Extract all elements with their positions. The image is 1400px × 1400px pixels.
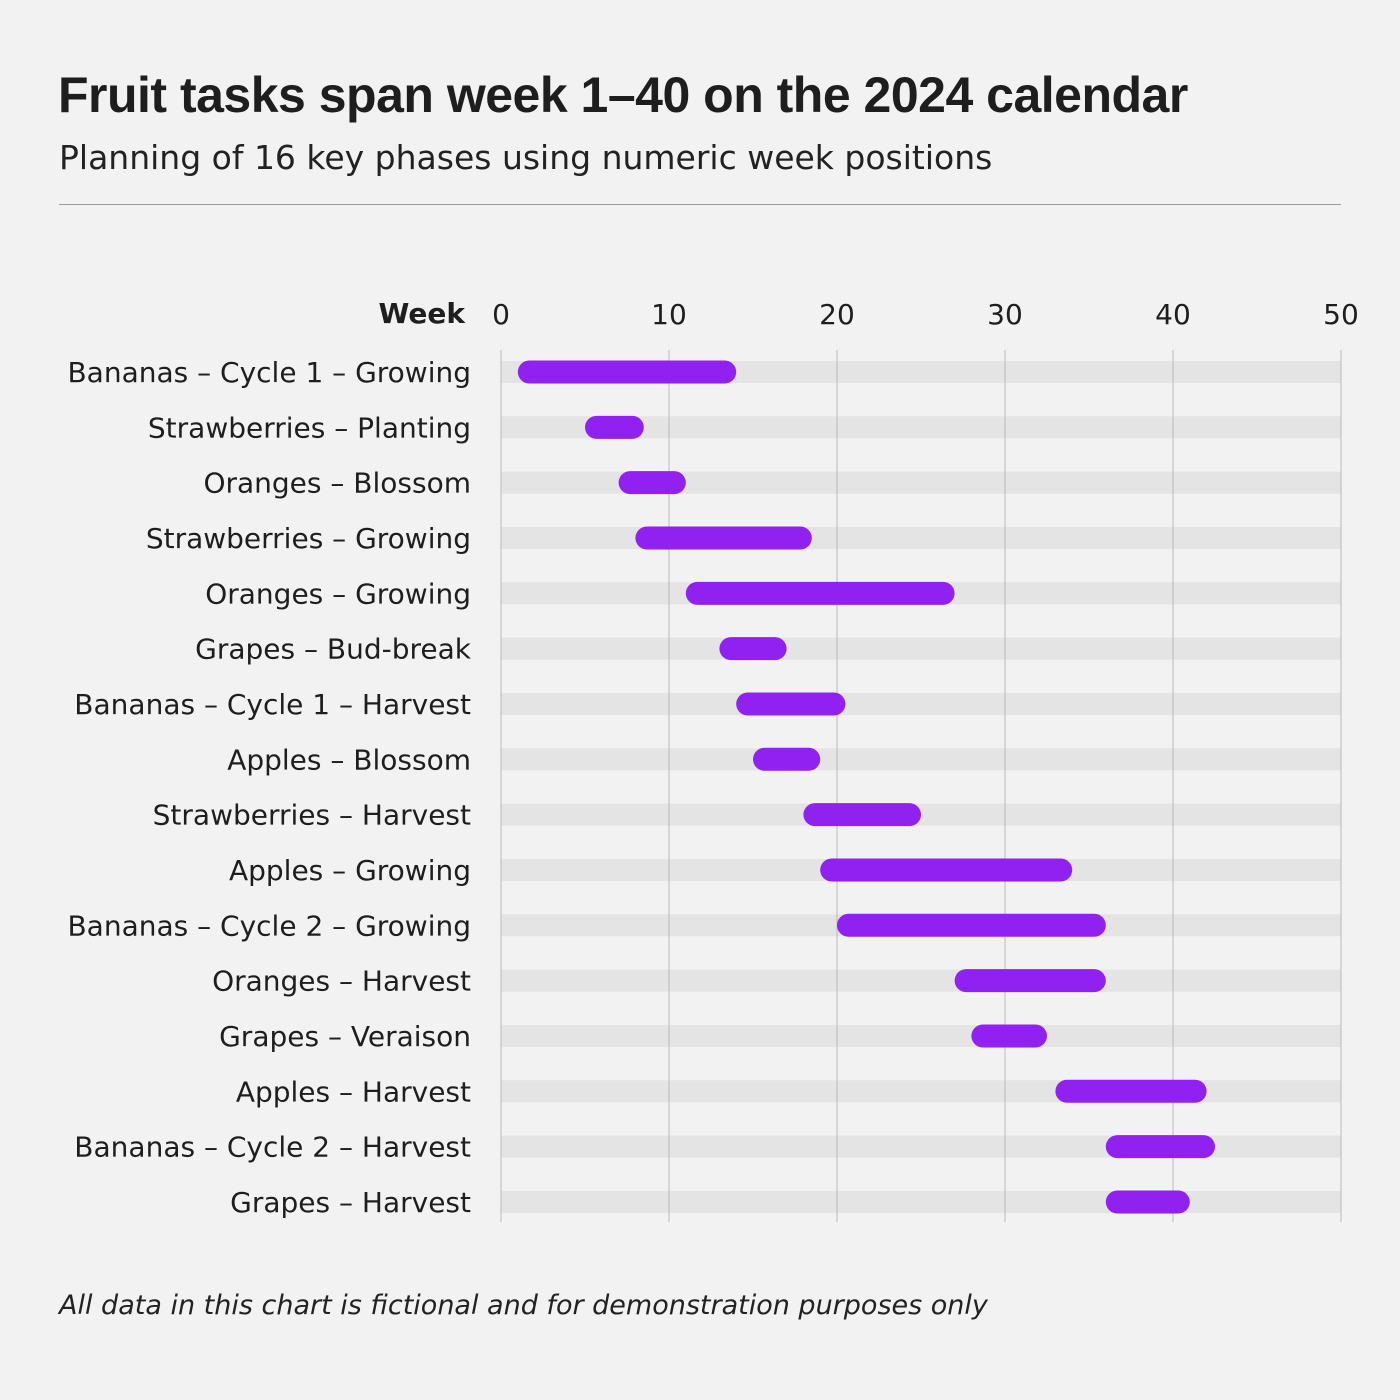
chart-title: Fruit tasks span week 1–40 on the 2024 c… xyxy=(58,67,1188,123)
task-label: Grapes – Harvest xyxy=(230,1186,471,1219)
task-label: Apples – Growing xyxy=(229,854,471,887)
row-track xyxy=(501,692,1341,715)
task-label: Bananas – Cycle 1 – Growing xyxy=(67,356,471,389)
task-label: Strawberries – Planting xyxy=(148,411,471,444)
task-bar xyxy=(1105,1135,1215,1159)
task-label: Strawberries – Growing xyxy=(146,522,471,555)
row-track xyxy=(501,1190,1341,1213)
task-label: Grapes – Bud-break xyxy=(195,633,472,666)
header-divider xyxy=(59,204,1341,205)
row-track xyxy=(501,637,1341,660)
task-label: Oranges – Growing xyxy=(205,577,471,610)
task-label: Grapes – Veraison xyxy=(219,1020,471,1053)
footnote: All data in this chart is fictional and … xyxy=(59,1290,988,1321)
row-track xyxy=(501,1024,1341,1047)
row-track xyxy=(501,416,1341,439)
task-bar xyxy=(1055,1079,1207,1103)
task-bar xyxy=(820,858,1073,882)
task-label: Apples – Blossom xyxy=(227,743,471,776)
task-bar xyxy=(719,637,787,661)
x-tick-label: 30 xyxy=(987,298,1023,331)
x-tick-label: 0 xyxy=(492,298,510,331)
x-tick-label: 10 xyxy=(651,298,687,331)
task-bar xyxy=(753,747,821,771)
task-bar xyxy=(954,969,1106,993)
task-bar xyxy=(585,415,644,439)
task-bar xyxy=(517,360,737,384)
task-bar xyxy=(803,803,921,827)
task-label: Strawberries – Harvest xyxy=(153,799,471,832)
x-tick-label: 50 xyxy=(1323,298,1359,331)
task-label: Apples – Harvest xyxy=(236,1075,471,1108)
gridlines xyxy=(500,350,1342,1222)
row-track xyxy=(501,1080,1341,1103)
task-bars xyxy=(517,360,1215,1214)
chart-subtitle: Planning of 16 key phases using numeric … xyxy=(59,138,993,177)
task-bar xyxy=(736,692,846,716)
task-bar xyxy=(618,471,686,495)
row-track xyxy=(501,471,1341,494)
row-track xyxy=(501,748,1341,771)
task-bar xyxy=(635,526,812,550)
task-bar xyxy=(1105,1190,1190,1214)
task-labels: Bananas – Cycle 1 – Growing Strawberries … xyxy=(67,356,471,1219)
task-label: Oranges – Harvest xyxy=(212,965,471,998)
x-axis-ticks: 0 10 20 30 40 50 xyxy=(492,298,1359,331)
task-label: Oranges – Blossom xyxy=(203,467,471,500)
task-label: Bananas – Cycle 2 – Growing xyxy=(67,909,471,942)
row-track xyxy=(501,526,1341,549)
task-label: Bananas – Cycle 2 – Harvest xyxy=(74,1131,471,1164)
x-axis-label: Week xyxy=(379,297,467,330)
task-bar xyxy=(837,913,1106,937)
x-tick-label: 20 xyxy=(819,298,855,331)
row-track xyxy=(501,969,1341,992)
task-bar xyxy=(685,581,955,605)
x-tick-label: 40 xyxy=(1155,298,1191,331)
task-bar xyxy=(971,1024,1047,1048)
task-label: Bananas – Cycle 1 – Harvest xyxy=(74,688,471,721)
